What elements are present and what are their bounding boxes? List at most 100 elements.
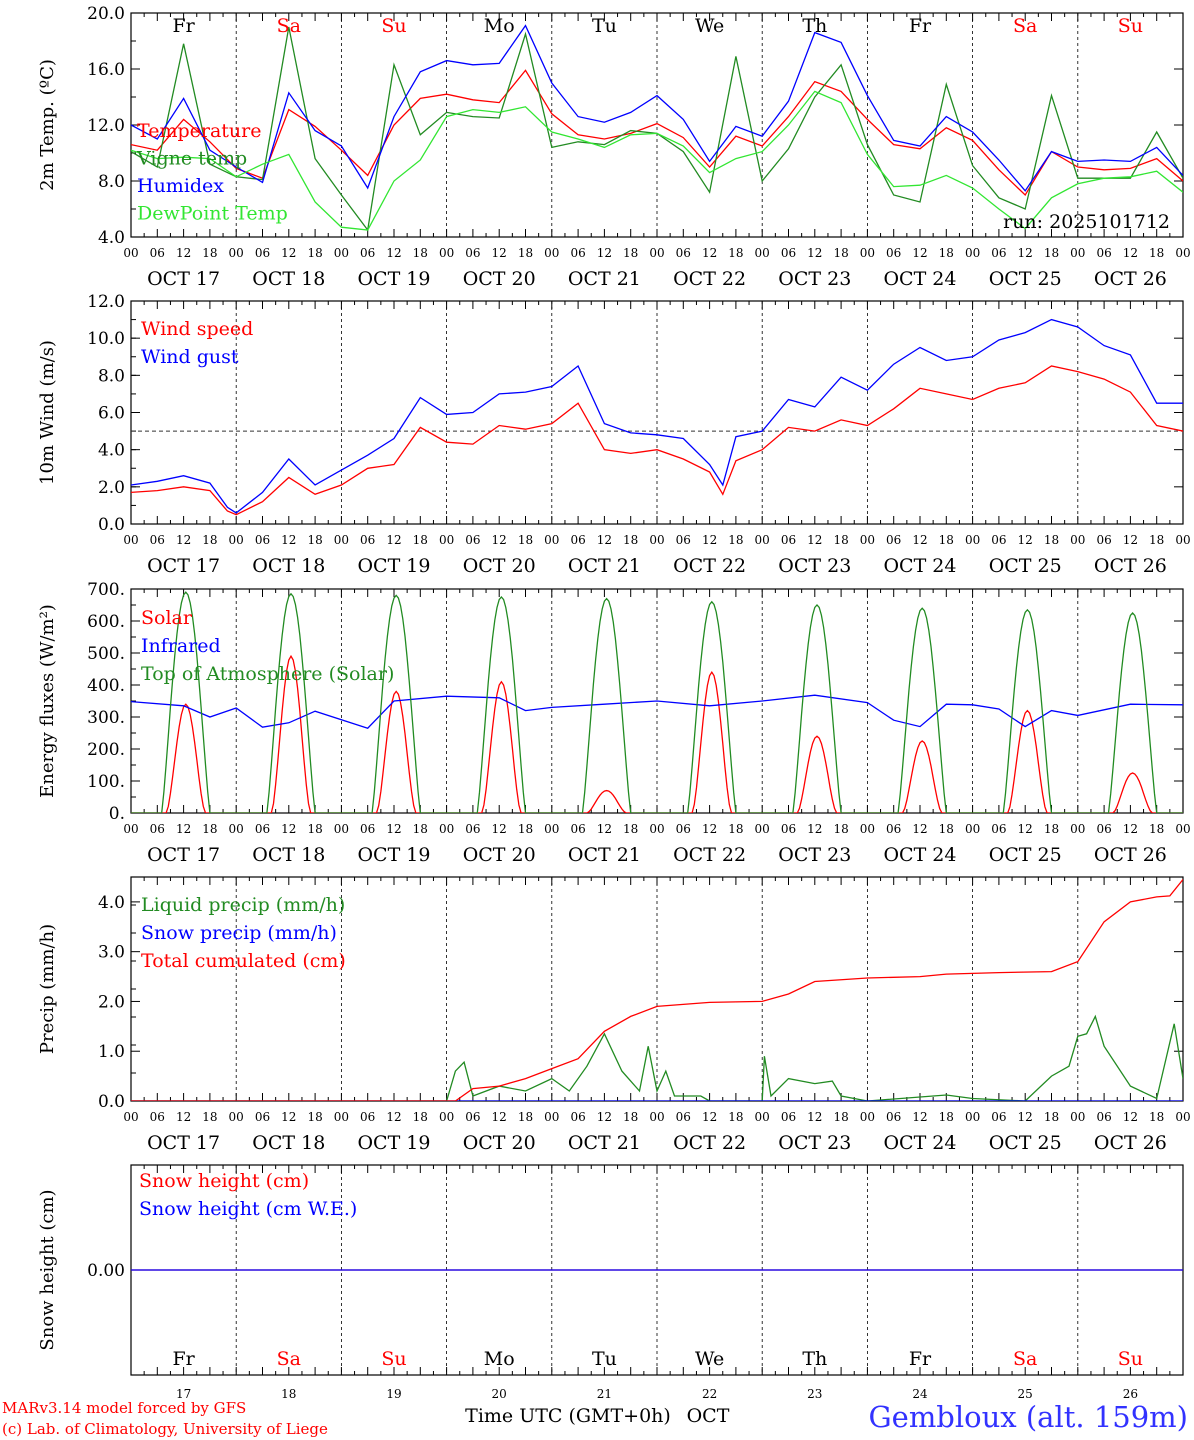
- legend-entry: Snow height (cm W.E.): [139, 1198, 357, 1220]
- hour-tick-label: 00: [649, 533, 664, 547]
- date-label: OCT 18: [252, 268, 325, 290]
- hour-tick-label: 12: [1123, 533, 1138, 547]
- date-label: OCT 21: [568, 268, 641, 290]
- hour-tick-label: 00: [123, 533, 138, 547]
- legend-5: Snow height (cm) Snow height (cm W.E.): [139, 1170, 357, 1220]
- hour-tick-label: 12: [912, 822, 927, 836]
- series-line-wind-speed: [131, 365, 1183, 516]
- hour-tick-label: 00: [860, 822, 875, 836]
- hour-tick-label: 12: [1123, 246, 1138, 260]
- hour-tick-label: 00: [1070, 1110, 1085, 1124]
- y-tick-label: 8.0: [98, 172, 125, 192]
- hour-tick-label: 06: [360, 1110, 375, 1124]
- date-label: OCT 17: [147, 268, 220, 290]
- date-label: OCT 24: [883, 555, 956, 577]
- hour-tick-label: 18: [413, 533, 428, 547]
- hour-tick-label: 06: [991, 533, 1006, 547]
- y-axis-5: 0.00 Snow height (cm): [37, 1189, 140, 1351]
- hour-tick-label: 00: [123, 1110, 138, 1124]
- hour-labels-2: 00 06 12 18 00 06 12 18 00 06 12 18 00 06 12 18 00 06 12 18…: [123, 533, 1190, 577]
- y-axis-title: 10m Wind (m/s): [37, 340, 58, 485]
- hour-tick-label: 00: [1070, 246, 1085, 260]
- hour-tick-label: 12: [492, 533, 507, 547]
- hour-tick-label: 00: [123, 822, 138, 836]
- hour-tick-label: 12: [1018, 822, 1033, 836]
- series-line-infrared: [131, 694, 1183, 729]
- month-label: OCT: [687, 1405, 730, 1427]
- hour-tick-label: 06: [570, 533, 585, 547]
- date-label: OCT 21: [568, 1132, 641, 1154]
- legend-1: Temperature Vigne temp Humidex DewPoint Tem…: [136, 120, 288, 225]
- hour-tick-label: 00: [229, 1110, 244, 1124]
- y-tick-label: 700.: [87, 580, 125, 600]
- hour-tick-label: 12: [597, 822, 612, 836]
- hour-tick-label: 12: [176, 246, 191, 260]
- hour-tick-label: 06: [255, 822, 270, 836]
- hour-tick-label: 18: [1149, 246, 1164, 260]
- day-number: 17: [176, 1387, 191, 1401]
- y-tick-label: 12.0: [87, 292, 125, 312]
- series-line-humidex: [131, 24, 1183, 192]
- y-tick-label: 10.0: [87, 329, 125, 349]
- legend-entry: Total cumulated (cm): [141, 950, 346, 972]
- y-tick-label: 200.: [87, 740, 125, 760]
- y-tick-label: 16.0: [87, 60, 125, 80]
- hour-tick-label: 12: [1123, 822, 1138, 836]
- weekday-row-top: Fr Sa Su Mo Tu We Th Fr Sa Su: [172, 15, 1143, 37]
- date-label: OCT 18: [252, 1132, 325, 1154]
- hour-tick-label: 18: [939, 822, 954, 836]
- date-label: OCT 26: [1094, 1132, 1167, 1154]
- y-tick-label: 4.0: [98, 893, 125, 913]
- hour-tick-label: 12: [492, 822, 507, 836]
- hour-tick-label: 12: [807, 822, 822, 836]
- hour-tick-label: 18: [728, 533, 743, 547]
- hour-tick-label: 18: [413, 246, 428, 260]
- weekday-label: Su: [381, 1348, 406, 1370]
- hour-tick-label: 06: [781, 822, 796, 836]
- hour-tick-label: 18: [1044, 822, 1059, 836]
- hour-tick-label: 18: [728, 1110, 743, 1124]
- hour-tick-label: 18: [202, 1110, 217, 1124]
- day-number: 26: [1123, 1387, 1138, 1401]
- hour-tick-label: 00: [544, 1110, 559, 1124]
- y-tick-label: 0.: [109, 804, 125, 824]
- hour-tick-label: 12: [912, 246, 927, 260]
- hour-tick-label: 06: [255, 1110, 270, 1124]
- hour-tick-label: 18: [202, 246, 217, 260]
- series-line-solar: [131, 654, 1183, 813]
- y-tick-label: 2.0: [98, 478, 125, 498]
- hour-tick-label: 06: [991, 246, 1006, 260]
- hour-tick-label: 12: [281, 1110, 296, 1124]
- hour-tick-label: 06: [886, 822, 901, 836]
- hour-tick-label: 18: [833, 246, 848, 260]
- hour-tick-label: 18: [1149, 533, 1164, 547]
- hour-tick-label: 18: [518, 822, 533, 836]
- hour-tick-label: 06: [360, 533, 375, 547]
- day-number: 25: [1018, 1387, 1033, 1401]
- weekday-label: Tu: [592, 15, 617, 37]
- hour-tick-label: 00: [334, 533, 349, 547]
- series-line-liquid-precip-mm-h: [131, 1014, 1183, 1101]
- weekday-label: Su: [381, 15, 406, 37]
- y-tick-label: 2.0: [98, 992, 125, 1012]
- hour-tick-label: 06: [676, 533, 691, 547]
- date-label: OCT 20: [463, 1132, 536, 1154]
- hour-tick-label: 18: [307, 533, 322, 547]
- weekday-label: Fr: [909, 15, 932, 37]
- y-tick-label: 3.0: [98, 943, 125, 963]
- hour-tick-label: 12: [597, 1110, 612, 1124]
- date-label: OCT 26: [1094, 555, 1167, 577]
- hour-tick-label: 06: [255, 533, 270, 547]
- y-tick-label: 100.: [87, 772, 125, 792]
- date-label: OCT 24: [883, 844, 956, 866]
- y-tick-label: 6.0: [98, 404, 125, 424]
- hour-tick-label: 00: [860, 533, 875, 547]
- hour-tick-label: 00: [860, 246, 875, 260]
- weekday-label: Sa: [1013, 1348, 1037, 1370]
- weekday-label: Tu: [592, 1348, 617, 1370]
- legend-entry: Humidex: [137, 175, 224, 197]
- y-axis-title: 2m Temp. (ºC): [37, 59, 58, 191]
- hour-tick-label: 18: [833, 822, 848, 836]
- date-label: OCT 23: [778, 268, 851, 290]
